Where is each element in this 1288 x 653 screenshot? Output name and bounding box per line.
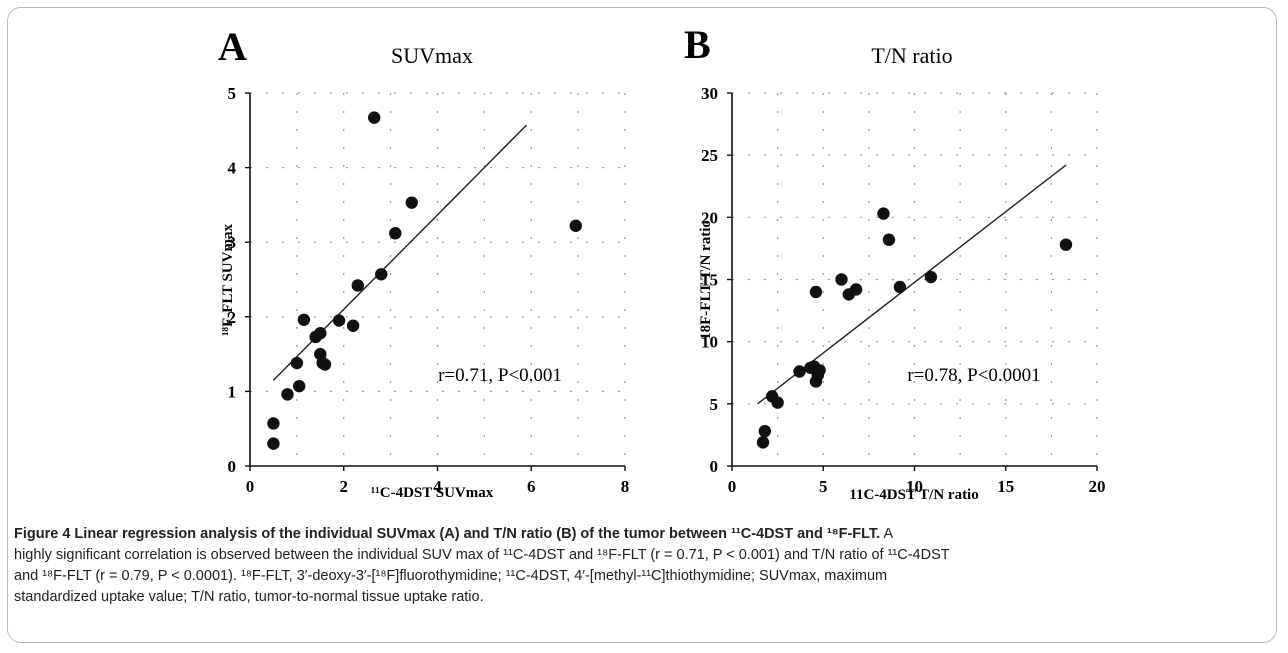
data-point [267,437,280,450]
data-point [267,417,280,430]
data-point [569,219,582,232]
data-point [368,111,381,124]
caption-title: Figure 4 Linear regression analysis of t… [14,526,881,542]
x-tick-label: 5 [819,477,828,496]
data-point [332,314,346,327]
data-point [849,283,863,296]
y-tick-label: 30 [701,84,718,103]
data-point [346,319,360,332]
data-point [389,227,402,240]
x-tick-label: 0 [246,477,255,496]
stat-annotation: r=0.71, P<0.001 [438,365,562,386]
data-point [405,196,418,209]
chart-panel-a: 0 1 2 3 4 5 0 2 4 6 8 A SUVmax r=0.71, P<0.001 ¹¹C-4DS… [218,24,630,501]
y-tick-label: 0 [710,457,719,476]
x-tick-label: 10 [906,477,923,496]
data-point [793,365,806,378]
data-point [297,313,311,326]
caption-line-4: standardized uptake value; T/N ratio, tu… [14,589,484,605]
x-tick-label: 0 [728,477,737,496]
y-tick-label: 20 [701,208,718,227]
data-point [813,364,826,377]
panel-letter: A [218,24,247,69]
x-tick-label: 6 [527,477,536,496]
x-axis-label: ¹¹C-4DST SUVmax [371,485,494,501]
caption-line-1: Figure 4 Linear regression analysis of t… [14,524,1269,545]
data-point [877,207,890,220]
figure-caption: Figure 4 Linear regression analysis of t… [14,524,1269,608]
data-point [1059,238,1073,251]
y-tick-label: 1 [228,382,237,401]
data-point [318,358,332,371]
y-tick-label: 4 [228,159,237,178]
y-tick-label: 10 [701,333,718,352]
stat-annotation: r=0.78, P<0.0001 [907,365,1040,386]
x-tick-label: 8 [621,477,630,496]
data-point [893,280,907,294]
chart-title: T/N ratio [871,43,952,68]
y-tick-label: 15 [701,271,718,290]
data-point [351,279,365,292]
caption-line1-tail: A [880,526,894,542]
caption-line-3: and ¹⁸F-FLT (r = 0.79, P < 0.0001). ¹⁸F-… [14,568,888,584]
x-tick-label: 20 [1089,477,1106,496]
caption-line-2: highly significant correlation is observ… [14,547,950,563]
data-point [835,273,848,286]
data-point [758,424,772,438]
data-point [771,396,784,409]
panel-letter: B [684,22,711,67]
chart-title: SUVmax [391,43,473,68]
y-tick-label: 5 [710,395,719,414]
data-point [756,436,770,449]
y-tick-label: 25 [701,146,718,165]
data-point [809,285,823,299]
data-point [281,388,294,401]
figure-frame [7,7,1277,643]
data-point [375,268,388,281]
y-tick-label: 5 [228,84,237,103]
x-tick-label: 2 [340,477,349,496]
chart-panel-b: 0 5 10 15 20 25 30 0 5 10 15 20 B T/N ratio r=0.78, P<… [684,22,1106,503]
data-point [882,233,896,246]
x-axis-label: 11C-4DST T/N ratio [849,487,978,503]
x-tick-label: 4 [433,477,442,496]
y-axis-label: 18F-FLT T/N ratio [698,220,714,340]
y-tick-label: 0 [228,457,237,476]
y-tick-label: 2 [228,308,237,327]
regression-line [272,124,528,381]
data-point [314,327,327,340]
data-point [924,270,938,284]
data-point [293,379,306,393]
x-tick-label: 15 [997,477,1014,496]
data-point [290,356,304,370]
y-axis-label: ¹⁸F-FLT SUVmax [220,224,236,336]
y-tick-label: 3 [228,233,237,252]
